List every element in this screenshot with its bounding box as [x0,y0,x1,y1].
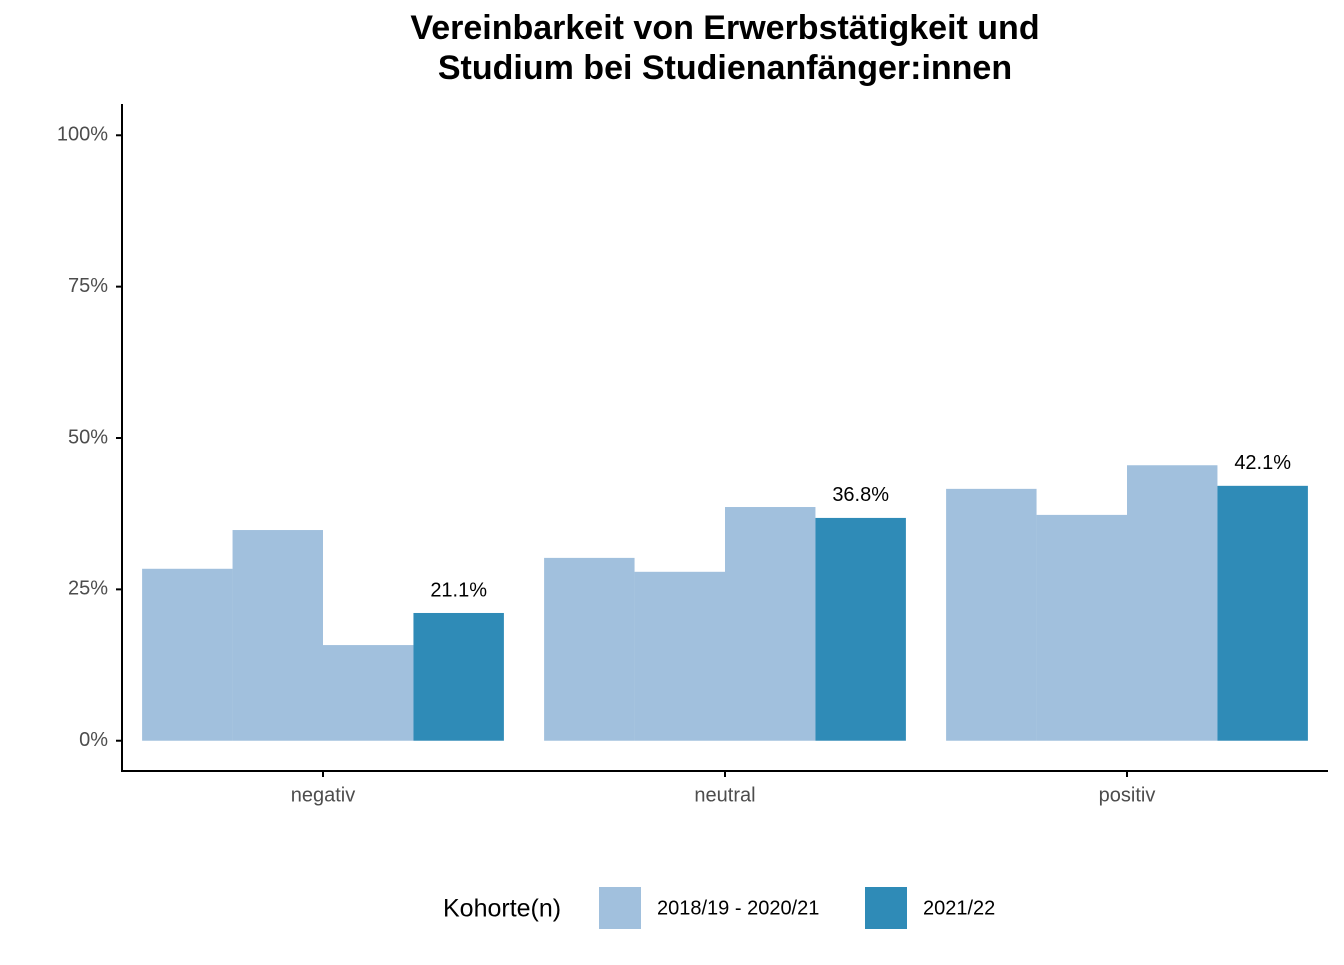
y-tick-label: 25% [68,578,108,600]
bar [634,571,725,741]
bar [544,557,635,741]
chart-title: Vereinbarkeit von Erwerbstätigkeit und [410,9,1039,47]
y-tick-label: 50% [68,426,108,448]
bar [1217,485,1308,741]
bar [232,530,323,741]
y-tick-label: 75% [68,275,108,297]
bar [1036,514,1127,741]
legend-swatch [599,887,641,929]
y-tick-label: 0% [79,729,108,751]
x-tick-label: negativ [291,784,356,806]
bar [946,488,1037,741]
legend-swatch [865,887,907,929]
bar [815,517,906,741]
x-tick-label: neutral [694,784,755,806]
data-label: 42.1% [1234,452,1291,474]
bar [323,645,414,741]
data-label: 21.1% [430,579,487,601]
y-tick-label: 100% [57,124,108,146]
legend-label: 2018/19 - 2020/21 [657,897,819,919]
bar [1127,465,1218,741]
data-label: 36.8% [832,484,889,506]
chart-subtitle: Studium bei Studienanfänger:innen [438,49,1012,87]
legend-title: Kohorte(n) [443,895,561,923]
bar [413,612,504,741]
bar [725,507,816,741]
x-tick-label: positiv [1099,784,1156,806]
legend-label: 2021/22 [923,897,995,919]
bar [142,568,233,741]
